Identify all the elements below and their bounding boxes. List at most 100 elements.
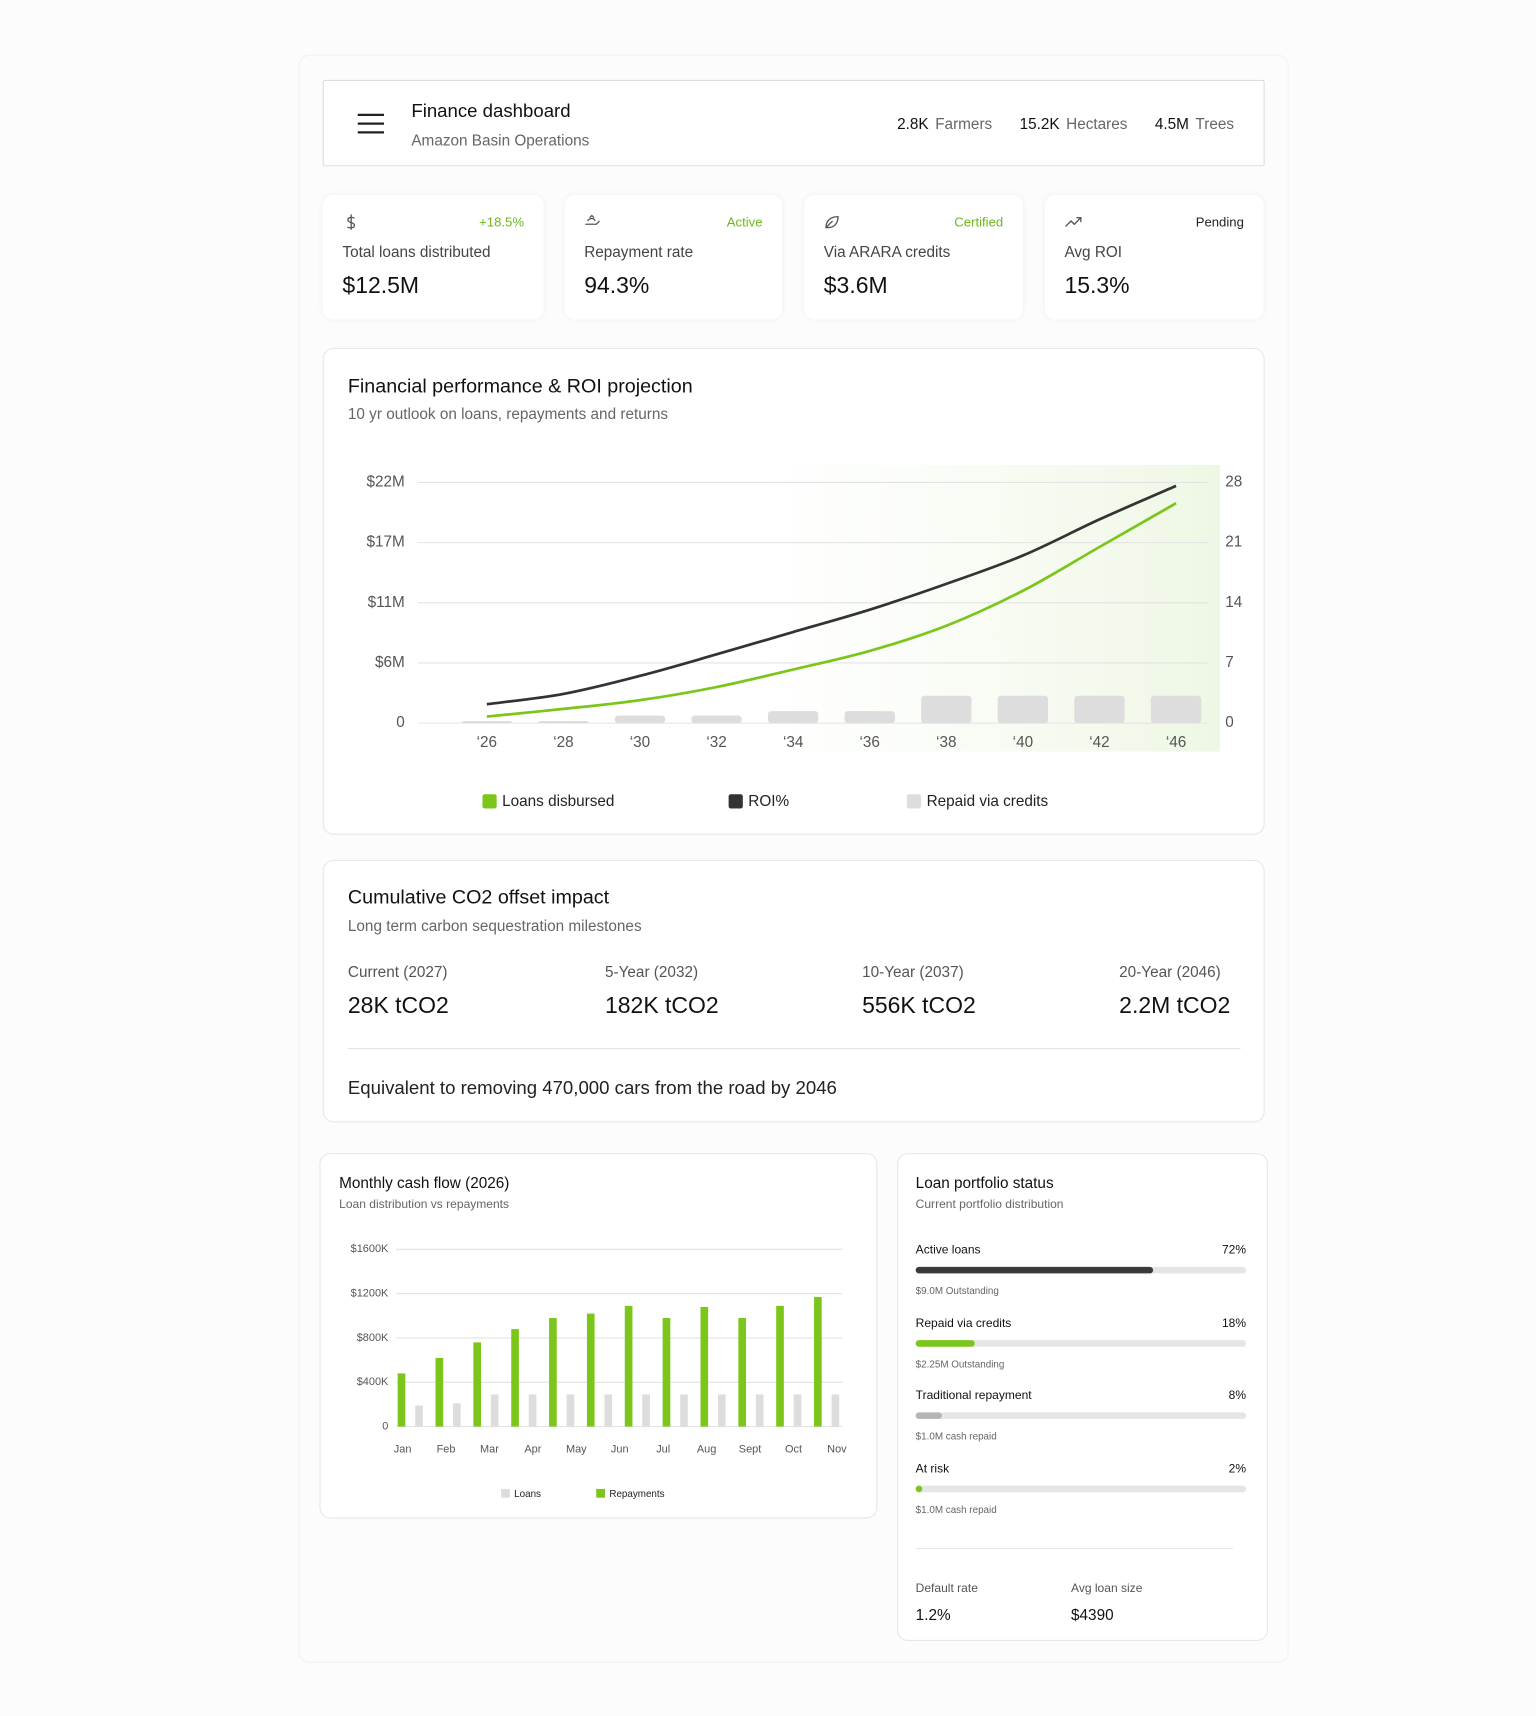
bar — [549, 1318, 557, 1427]
item-note: $1.0M cash repaid — [915, 1503, 997, 1515]
stat-label: Trees — [1195, 114, 1235, 133]
kpi-badge: Active — [726, 214, 763, 230]
stat-label: Avg loan size — [1071, 1581, 1143, 1596]
x-tick-label: ‘30 — [630, 734, 650, 751]
bar — [717, 1394, 726, 1427]
item-percent: 8% — [1228, 1389, 1247, 1403]
x-tick-label: Mar — [480, 1443, 499, 1455]
x-tick-label: Apr — [524, 1443, 541, 1455]
progress-fill — [915, 1412, 943, 1419]
item-note: $9.0M Outstanding — [915, 1285, 999, 1297]
kpi-card: Pending Avg ROI 15.3% — [1044, 194, 1264, 320]
x-tick-label: ‘46 — [1166, 734, 1186, 751]
kpi-label: Via ARARA credits — [823, 242, 951, 261]
co2-card: Cumulative CO2 offset impact Long term c… — [322, 859, 1265, 1123]
item-label: Traditional repayment — [915, 1389, 1032, 1403]
stat-label: Farmers — [935, 114, 993, 133]
stat-value: 4.5M — [1154, 114, 1189, 133]
x-tick-label: ‘36 — [860, 734, 880, 751]
progress-track — [915, 1339, 1247, 1347]
progress-fill — [915, 1485, 923, 1492]
line — [486, 502, 1177, 718]
bar — [814, 1296, 822, 1427]
milestone-value: 28K tCO2 — [347, 993, 449, 1019]
y-tick-label: $22M — [367, 474, 405, 491]
bar — [538, 720, 589, 724]
milestone-value: 182K tCO2 — [604, 993, 719, 1019]
kpi-icon — [585, 214, 600, 225]
legend-swatch — [482, 794, 497, 809]
y-tick-label: $800K — [357, 1332, 389, 1344]
x-tick-label: Aug — [697, 1443, 716, 1455]
chart-subtitle: Loan distribution vs repayments — [339, 1197, 510, 1212]
item-percent: 72% — [1221, 1243, 1247, 1258]
bar — [614, 715, 666, 724]
portfolio-title: Loan portfolio status — [915, 1173, 1054, 1192]
y-tick-label: 0 — [382, 1420, 388, 1432]
menu-button[interactable] — [357, 112, 385, 136]
item-label: Repaid via credits — [915, 1316, 1012, 1330]
x-tick-label: ‘32 — [706, 734, 726, 751]
bar — [566, 1394, 575, 1427]
x-tick-label: Jul — [656, 1443, 670, 1455]
kpi-card: Certified Via ARARA credits $3.6M — [804, 194, 1023, 320]
bar — [642, 1394, 650, 1427]
bar — [528, 1394, 537, 1427]
kpi-icon — [1065, 217, 1082, 227]
legend-swatch — [728, 794, 743, 809]
bar — [700, 1306, 709, 1427]
x-tick-label: ‘40 — [1013, 734, 1033, 751]
kpi-label: Total loans distributed — [342, 242, 491, 261]
stat-label: Default rate — [915, 1581, 978, 1596]
item-label: At risk — [915, 1462, 950, 1476]
bar — [997, 695, 1049, 724]
co2-subtitle: Long term carbon sequestration milestone… — [347, 916, 642, 935]
y-tick-label: $17M — [367, 534, 405, 551]
legend-label: Repaid via credits — [927, 793, 1049, 810]
divider — [347, 1048, 1241, 1050]
bar — [755, 1394, 764, 1427]
stat-value: 15.2K — [1019, 114, 1060, 133]
header-stats: 2.8K Farmers 15.2K Hectares 4.5M Trees — [897, 115, 1234, 133]
bar — [921, 695, 972, 724]
y2-tick-label: 14 — [1225, 594, 1243, 611]
header-stat: 4.5M Trees — [1155, 115, 1234, 133]
x-tick-label: Nov — [827, 1443, 847, 1455]
bar — [415, 1405, 423, 1427]
kpi-label: Repayment rate — [584, 242, 694, 261]
milestone-label: Current (2027) — [347, 962, 448, 981]
legend-swatch — [596, 1488, 605, 1498]
bar — [397, 1373, 406, 1427]
progress-fill — [915, 1266, 1154, 1274]
progress-track — [915, 1485, 1247, 1492]
x-tick-label: ‘38 — [936, 734, 956, 751]
milestone-label: 5-Year (2032) — [604, 962, 699, 981]
cashflow-card: Monthly cash flow (2026) Loan distributi… — [319, 1153, 878, 1519]
x-tick-label: Feb — [437, 1443, 456, 1455]
bar — [435, 1357, 444, 1427]
milestone-value: 2.2M tCO2 — [1119, 993, 1231, 1019]
kpi-value: 94.3% — [584, 273, 650, 299]
progress-track — [915, 1412, 1247, 1419]
item-percent: 2% — [1228, 1462, 1247, 1476]
highlight-area — [765, 464, 1220, 752]
header: Finance dashboard Amazon Basin Operation… — [322, 79, 1265, 167]
chart-title: Monthly cash flow (2026) — [339, 1173, 510, 1192]
x-tick-label: Sept — [739, 1443, 762, 1455]
progress-track — [915, 1266, 1247, 1274]
bar — [490, 1394, 499, 1427]
y2-tick-label: 7 — [1225, 654, 1234, 671]
kpi-value: $3.6M — [823, 273, 888, 299]
progress-fill — [915, 1339, 976, 1347]
y-tick-label: $400K — [357, 1376, 389, 1388]
legend-swatch — [906, 794, 922, 809]
kpi-icon — [825, 215, 839, 229]
bar — [1150, 695, 1202, 724]
item-percent: 18% — [1221, 1316, 1247, 1330]
y-tick-label: $6M — [375, 654, 405, 671]
stat-value: 2.8K — [897, 114, 929, 133]
item-label: Active loans — [915, 1243, 981, 1258]
